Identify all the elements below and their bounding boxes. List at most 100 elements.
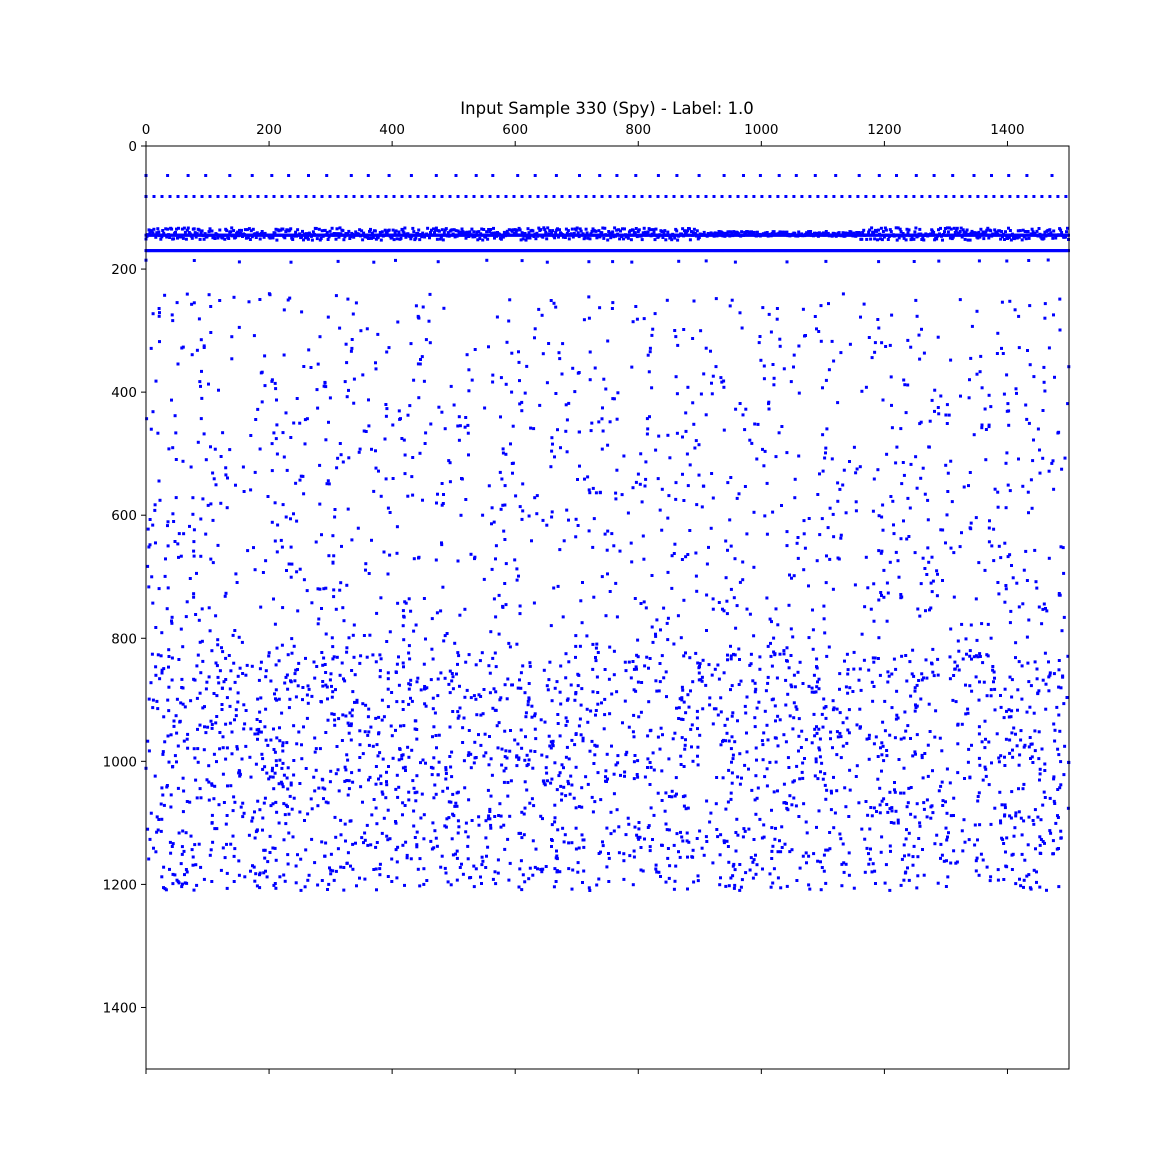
data-point (347, 456, 351, 460)
data-point (797, 717, 801, 721)
data-point (632, 195, 636, 198)
data-point (507, 319, 511, 323)
data-point (564, 227, 568, 231)
data-point (704, 346, 708, 350)
data-point (535, 231, 539, 235)
data-point (1014, 656, 1017, 660)
data-point (1053, 375, 1056, 379)
data-point (880, 238, 884, 242)
data-point (1017, 605, 1021, 609)
data-point (439, 865, 443, 869)
data-point (243, 228, 247, 232)
data-point (550, 231, 554, 235)
data-point (380, 230, 384, 234)
data-point (1050, 174, 1054, 177)
data-point (303, 442, 307, 446)
data-point (273, 501, 277, 505)
data-point (985, 228, 989, 232)
data-point (487, 814, 491, 818)
data-point (543, 720, 547, 724)
data-point (194, 235, 198, 239)
data-point (201, 497, 205, 501)
data-point (559, 446, 562, 450)
data-point (243, 722, 247, 726)
data-point (673, 236, 677, 240)
data-point (356, 526, 360, 530)
data-point (1062, 571, 1066, 575)
data-point (518, 505, 522, 509)
data-point (429, 678, 433, 682)
data-point (294, 695, 298, 699)
data-point (726, 481, 730, 485)
data-point (873, 869, 877, 873)
data-point (803, 546, 807, 550)
data-point (648, 415, 651, 419)
data-point (944, 541, 947, 545)
data-point (564, 723, 568, 727)
data-point (992, 559, 996, 563)
data-point (192, 592, 196, 596)
data-point (904, 837, 908, 841)
data-point (752, 230, 756, 234)
data-point (525, 364, 529, 368)
data-point (949, 358, 953, 362)
data-point (883, 881, 887, 885)
data-point (909, 786, 913, 789)
data-point (145, 417, 149, 421)
data-point (302, 492, 306, 496)
data-point (885, 619, 889, 623)
data-point (501, 451, 505, 455)
data-point (823, 231, 827, 235)
data-point (281, 431, 285, 435)
data-point (1021, 228, 1025, 232)
data-point (154, 379, 158, 383)
data-point (1008, 299, 1012, 303)
data-point (564, 403, 568, 407)
data-point (698, 733, 702, 737)
data-point (1009, 609, 1013, 613)
data-point (171, 446, 175, 450)
data-point (449, 384, 453, 388)
data-point (215, 760, 218, 764)
data-point (1034, 580, 1038, 584)
data-point (841, 292, 845, 296)
data-point (888, 195, 892, 198)
data-point (733, 557, 737, 561)
data-point (278, 726, 281, 730)
data-point (202, 344, 206, 348)
data-point (885, 452, 889, 456)
data-point (499, 415, 502, 419)
data-point (252, 334, 256, 338)
data-point (918, 357, 922, 361)
data-point (359, 329, 363, 333)
data-point (670, 795, 674, 799)
data-point (327, 482, 331, 486)
data-point (402, 724, 406, 728)
data-point (697, 671, 701, 675)
data-point (157, 314, 161, 318)
data-point (608, 231, 612, 235)
data-point (424, 637, 427, 641)
data-point (227, 237, 231, 240)
data-point (605, 752, 609, 756)
data-point (644, 477, 648, 481)
data-point (825, 427, 829, 431)
data-point (294, 864, 298, 868)
data-point (440, 410, 444, 414)
data-point (332, 878, 336, 882)
data-point (486, 237, 490, 241)
data-point (656, 195, 660, 198)
data-point (342, 619, 346, 623)
data-point (862, 658, 866, 662)
data-point (796, 536, 800, 539)
data-point (930, 590, 934, 594)
data-point (974, 654, 978, 658)
data-point (612, 544, 616, 548)
data-point (673, 731, 677, 735)
data-point (473, 348, 477, 351)
data-point (1040, 622, 1044, 626)
data-point (613, 226, 617, 230)
data-point (677, 259, 681, 263)
data-point (494, 615, 498, 619)
data-point (651, 640, 655, 644)
